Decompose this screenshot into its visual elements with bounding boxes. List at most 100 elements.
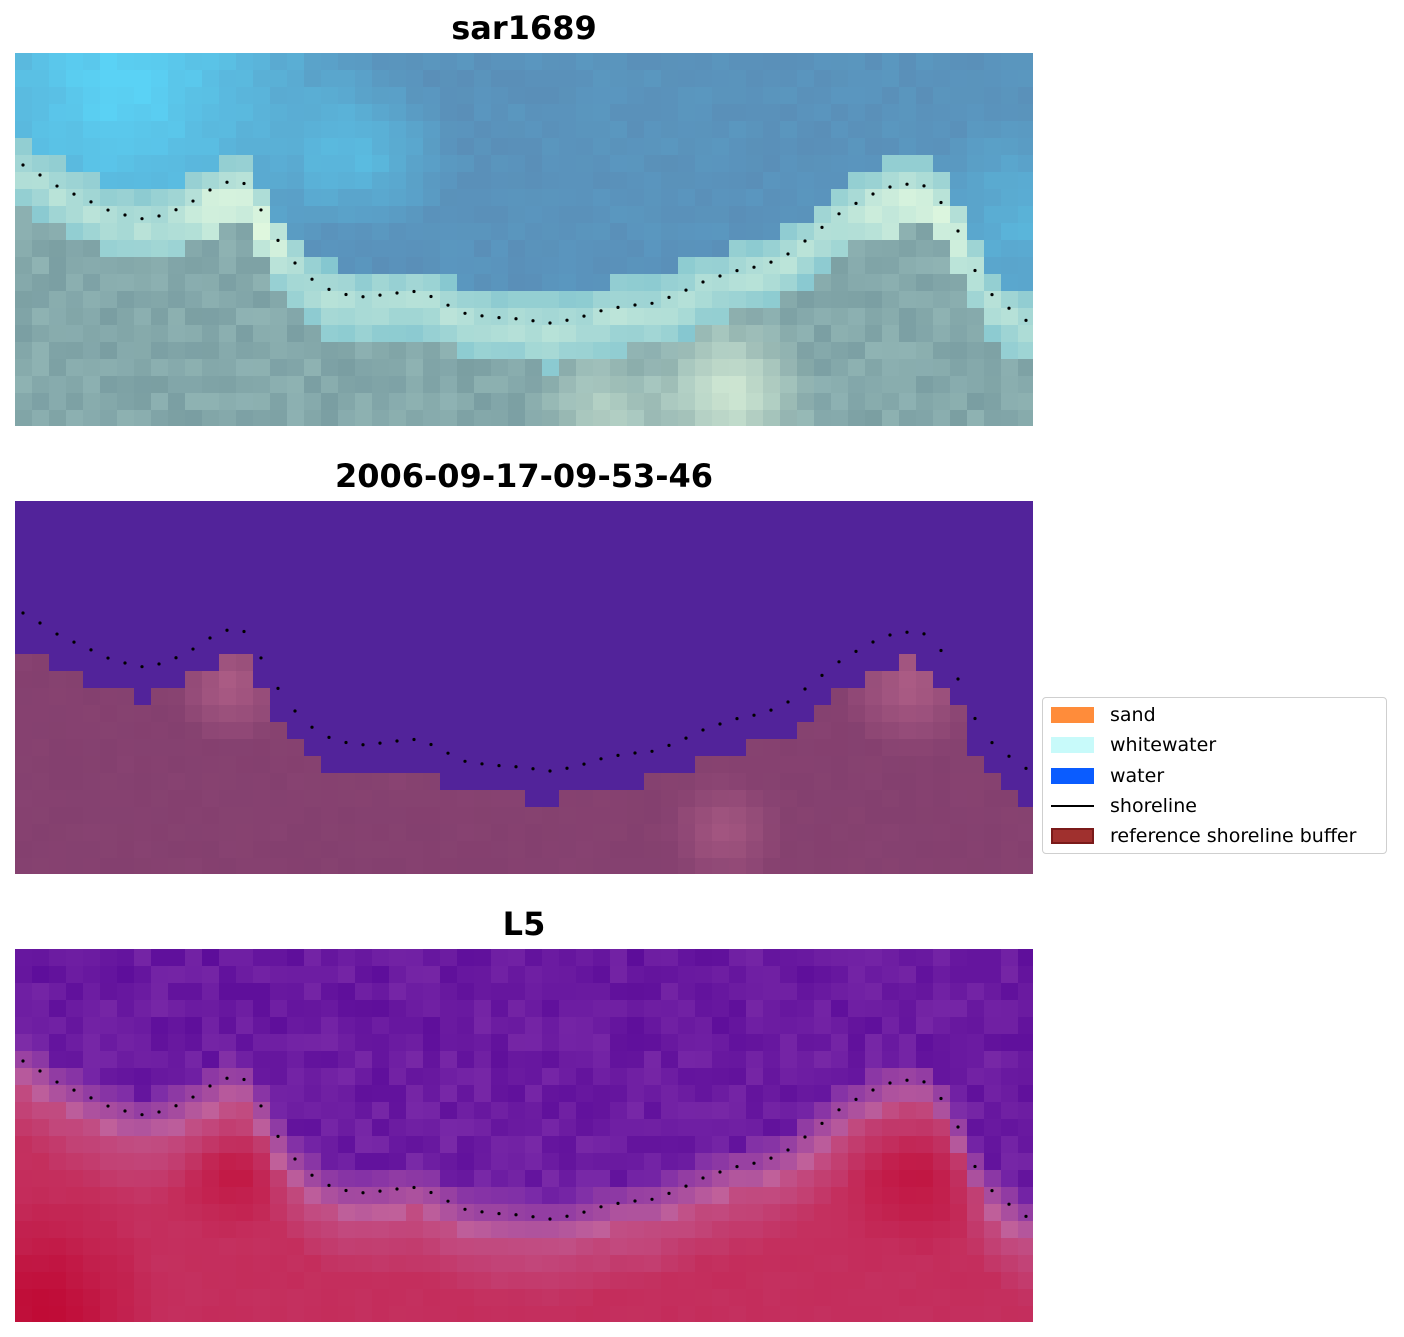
shoreline-point	[123, 661, 127, 665]
shoreline-point	[888, 633, 892, 637]
shoreline-point	[480, 1210, 484, 1214]
shoreline-point	[242, 629, 246, 634]
classified-shoreline	[21, 611, 1028, 773]
shoreline-point	[565, 1214, 569, 1218]
shoreline-point	[412, 737, 416, 742]
index-image	[15, 949, 1033, 1322]
shoreline-point	[174, 208, 178, 212]
legend-label-water: water	[1110, 765, 1165, 787]
shoreline-point	[684, 1184, 688, 1188]
panel-title-2: 2006-09-17-09-53-46	[334, 457, 714, 495]
classified-image	[15, 501, 1033, 874]
shoreline-point	[446, 751, 450, 755]
shoreline-point	[497, 316, 501, 320]
shoreline-point	[259, 656, 263, 660]
shoreline-point	[565, 766, 569, 770]
shoreline-point	[633, 751, 637, 755]
shoreline-point	[395, 739, 399, 743]
shoreline-point	[310, 277, 314, 281]
shoreline-point	[718, 274, 722, 278]
shoreline-point	[157, 214, 161, 218]
shoreline-point	[786, 1148, 790, 1152]
shoreline-point	[480, 314, 484, 318]
shoreline-point	[157, 662, 161, 666]
shoreline-point	[463, 1207, 467, 1211]
shoreline-point	[616, 753, 620, 757]
shoreline-point	[735, 1165, 739, 1169]
shoreline-point	[990, 293, 994, 297]
shoreline-point	[463, 311, 467, 315]
shoreline-point	[888, 185, 892, 189]
shoreline-point	[548, 769, 552, 773]
shoreline-point	[565, 318, 569, 322]
shoreline-point	[140, 217, 144, 221]
rgb-pixels	[15, 53, 1033, 426]
shoreline-point	[72, 640, 76, 644]
shoreline-point	[446, 303, 450, 307]
shoreline-point	[854, 649, 858, 653]
shoreline-point	[310, 1173, 314, 1177]
shoreline-point	[412, 1185, 416, 1190]
legend-swatch-sand	[1051, 707, 1094, 723]
shoreline-point	[412, 289, 416, 294]
legend-swatch-reference-buffer	[1051, 828, 1094, 844]
shoreline-point	[684, 288, 688, 292]
shoreline-point	[174, 656, 178, 660]
shoreline-point	[344, 1188, 348, 1193]
shoreline-point	[837, 1108, 841, 1112]
shoreline-point	[599, 309, 603, 313]
shoreline-point	[531, 1215, 535, 1219]
shoreline-point	[395, 1187, 399, 1191]
shoreline-point	[276, 1134, 280, 1138]
shoreline-point	[1007, 306, 1011, 310]
shoreline-point	[667, 295, 671, 299]
shoreline-point	[1024, 318, 1028, 322]
shoreline-point	[803, 239, 807, 243]
shoreline-point	[344, 740, 348, 745]
satellite-rgb-image	[15, 53, 1033, 426]
shoreline-point	[259, 208, 263, 212]
shoreline-point	[1024, 1214, 1028, 1218]
shoreline-point	[514, 765, 518, 769]
shoreline-point	[514, 1213, 518, 1217]
legend-item-whitewater: whitewater	[1051, 734, 1381, 756]
shoreline-point	[208, 636, 212, 640]
shoreline-point	[429, 294, 433, 299]
shoreline-point	[752, 1161, 756, 1165]
shoreline-point	[327, 1183, 331, 1187]
shoreline-point	[667, 743, 671, 747]
shoreline-point	[72, 1088, 76, 1092]
shoreline-point	[208, 1084, 212, 1088]
shoreline-point	[752, 713, 756, 717]
shoreline-point	[616, 1201, 620, 1205]
legend: sand whitewater water shoreline referenc…	[1042, 697, 1387, 854]
shoreline-point	[140, 1113, 144, 1117]
shoreline-point	[599, 757, 603, 761]
shoreline-point	[922, 1080, 926, 1084]
shoreline-point	[888, 1081, 892, 1085]
shoreline-point	[956, 229, 960, 233]
shoreline-point	[769, 708, 773, 712]
shoreline-point	[803, 1135, 807, 1139]
shoreline-point	[922, 632, 926, 636]
shoreline-point	[871, 640, 875, 644]
legend-item-water: water	[1051, 765, 1381, 787]
shoreline-point	[973, 716, 977, 721]
shoreline-point	[956, 677, 960, 681]
shoreline-point	[752, 265, 756, 269]
shoreline-point	[225, 180, 229, 184]
shoreline-point	[531, 319, 535, 323]
legend-label-reference-buffer: reference shoreline buffer	[1110, 825, 1357, 847]
shoreline-point	[531, 767, 535, 771]
shoreline-point	[905, 630, 909, 634]
shoreline-point	[633, 303, 637, 307]
shoreline-point	[157, 1110, 161, 1114]
legend-item-reference-buffer: reference shoreline buffer	[1051, 825, 1381, 847]
shoreline-point	[701, 728, 705, 732]
panel-title-3: L5	[502, 905, 546, 943]
shoreline-point	[21, 1059, 25, 1063]
shoreline-point	[548, 321, 552, 325]
shoreline-point	[973, 1164, 977, 1169]
shoreline-point	[854, 1097, 858, 1101]
shoreline-point	[174, 1104, 178, 1108]
